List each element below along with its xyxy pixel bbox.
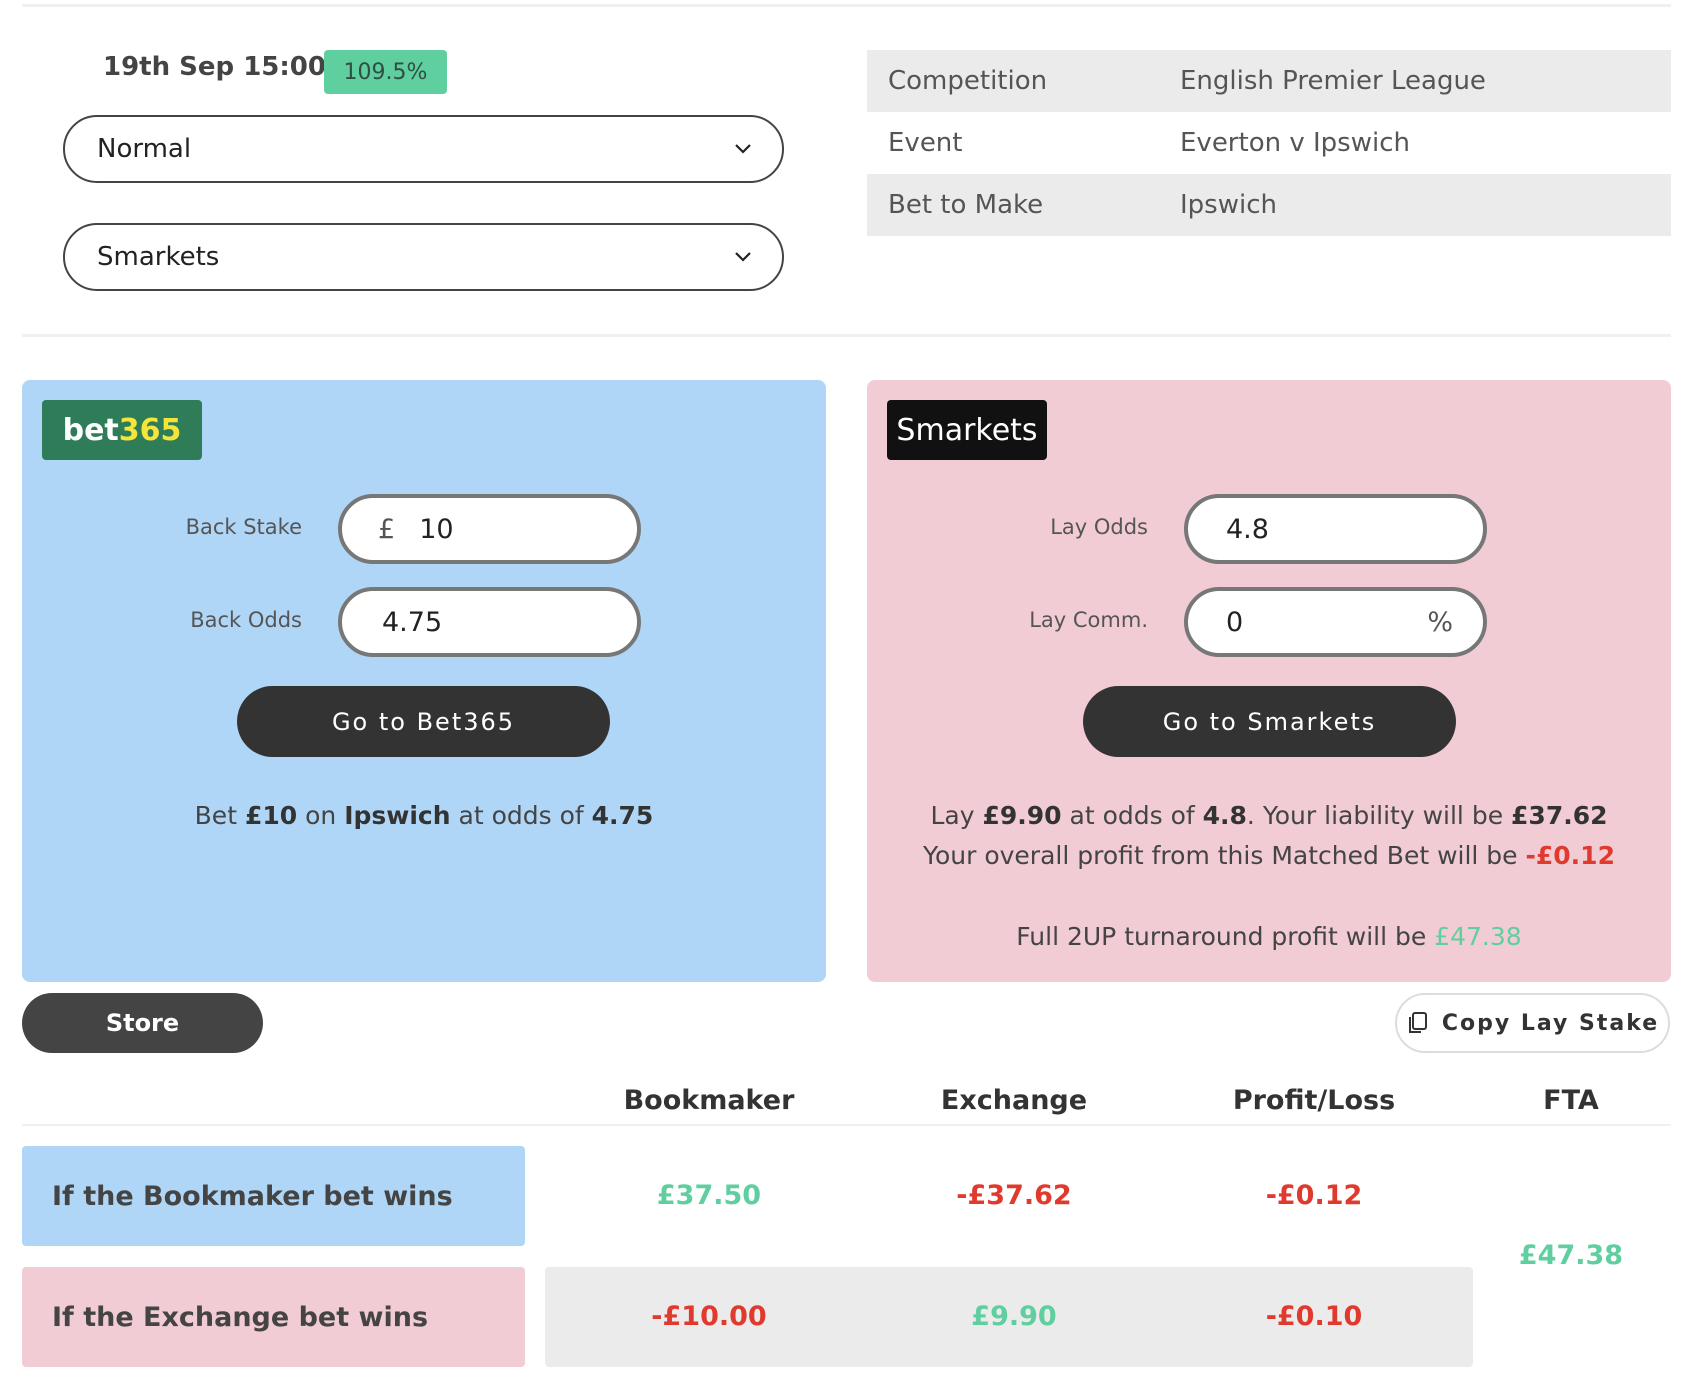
overall-profit: Your overall profit from this Matched Be… — [867, 841, 1671, 870]
logo-part: 365 — [118, 412, 182, 448]
copy-icon — [1408, 1012, 1427, 1033]
column-header: Profit/Loss — [1232, 1085, 1396, 1116]
chevron — [735, 252, 751, 262]
event-date: 19th Sep 15:00 — [103, 52, 326, 82]
divider — [22, 4, 1671, 7]
column-header: Bookmaker — [623, 1085, 795, 1116]
profit-value: -£0.12 — [1525, 841, 1615, 870]
column-header: Exchange — [940, 1085, 1088, 1116]
divider — [22, 1124, 1671, 1126]
lay-odds-input[interactable]: 4.8 — [1184, 494, 1487, 564]
store-button[interactable]: Store — [22, 993, 263, 1053]
exchange-logo: Smarkets — [887, 400, 1047, 460]
back-stake-input[interactable]: £10 — [338, 494, 641, 564]
exchange-select[interactable]: Smarkets — [63, 223, 784, 291]
field-label: Back Stake — [185, 515, 302, 539]
exchange-panel: Smarkets Lay Odds 4.8 Lay Comm. 0% Go to… — [867, 380, 1671, 982]
divider — [22, 334, 1671, 337]
input-value: 4.75 — [382, 606, 443, 638]
cell: -£10.00 — [651, 1301, 767, 1332]
info-label: Event — [888, 128, 963, 158]
field-label: Back Odds — [190, 608, 302, 632]
select-value: Smarkets — [97, 242, 220, 272]
lay-comm-input[interactable]: 0% — [1184, 587, 1487, 657]
field-label: Lay Odds — [1050, 515, 1148, 539]
info-row: Bet to Make Ipswich — [867, 174, 1671, 236]
row-background — [545, 1267, 1473, 1367]
text: on — [305, 801, 337, 830]
text: Lay — [930, 801, 975, 830]
input-value: 10 — [419, 513, 454, 545]
text: 4.75 — [591, 801, 654, 830]
text: 4.8 — [1202, 801, 1247, 830]
mode-select[interactable]: Normal — [63, 115, 784, 183]
text: Ipswich — [344, 801, 451, 830]
info-value: Everton v Ipswich — [1180, 128, 1410, 158]
bet-instruction: Bet £10 on Ipswich at odds of 4.75 — [22, 801, 826, 830]
chevron — [735, 144, 751, 154]
column-header: FTA — [1543, 1085, 1599, 1116]
cell: £9.90 — [971, 1301, 1057, 1332]
turnaround-profit: Full 2UP turnaround profit will be £47.3… — [867, 922, 1671, 951]
info-row: Competition English Premier League — [867, 50, 1671, 112]
bookmaker-panel: bet 365 Back Stake £10 Back Odds 4.75 Go … — [22, 380, 826, 982]
percent-sign: % — [1427, 606, 1453, 638]
text: £37.62 — [1511, 801, 1608, 830]
info-value: English Premier League — [1180, 66, 1486, 96]
text: at odds of — [1069, 801, 1195, 830]
input-value: 0 — [1226, 606, 1244, 638]
text: £9.90 — [982, 801, 1062, 830]
row-label: If the Bookmaker bet wins — [22, 1146, 525, 1246]
cell: £37.50 — [656, 1180, 762, 1211]
info-label: Competition — [888, 66, 1048, 96]
text: £10 — [244, 801, 298, 830]
logo-part: bet — [62, 412, 119, 448]
text: . Your liability will be — [1246, 801, 1504, 830]
button-label: Copy Lay Stake — [1441, 1010, 1660, 1036]
info-value: Ipswich — [1180, 190, 1277, 220]
select-value: Normal — [97, 134, 192, 164]
info-row: Event Everton v Ipswich — [867, 112, 1671, 174]
back-odds-input[interactable]: 4.75 — [338, 587, 641, 657]
copy-button[interactable]: Copy Lay Stake — [1395, 993, 1670, 1053]
go-bookmaker-button[interactable]: Go to Bet365 — [237, 686, 610, 757]
text: Your overall profit from this Matched Be… — [923, 841, 1518, 870]
fta-value: £47.38 — [1518, 1240, 1624, 1271]
text: Full 2UP turnaround profit will be — [1016, 922, 1427, 951]
currency: £ — [378, 513, 396, 545]
bookmaker-logo: bet 365 — [42, 400, 202, 460]
cell: -£37.62 — [956, 1180, 1072, 1211]
field-label: Lay Comm. — [1029, 608, 1148, 632]
rating-badge: 109.5% — [324, 50, 447, 94]
row-label: If the Exchange bet wins — [22, 1267, 525, 1367]
text: at odds of — [458, 801, 584, 830]
text: Bet — [194, 801, 237, 830]
input-value: 4.8 — [1226, 513, 1269, 545]
info-label: Bet to Make — [888, 190, 1044, 220]
lay-instruction: Lay £9.90 at odds of 4.8. Your liability… — [867, 801, 1671, 830]
cell: -£0.10 — [1265, 1301, 1363, 1332]
go-exchange-button[interactable]: Go to Smarkets — [1083, 686, 1456, 757]
profit-value: £47.38 — [1434, 922, 1522, 951]
cell: -£0.12 — [1265, 1180, 1363, 1211]
